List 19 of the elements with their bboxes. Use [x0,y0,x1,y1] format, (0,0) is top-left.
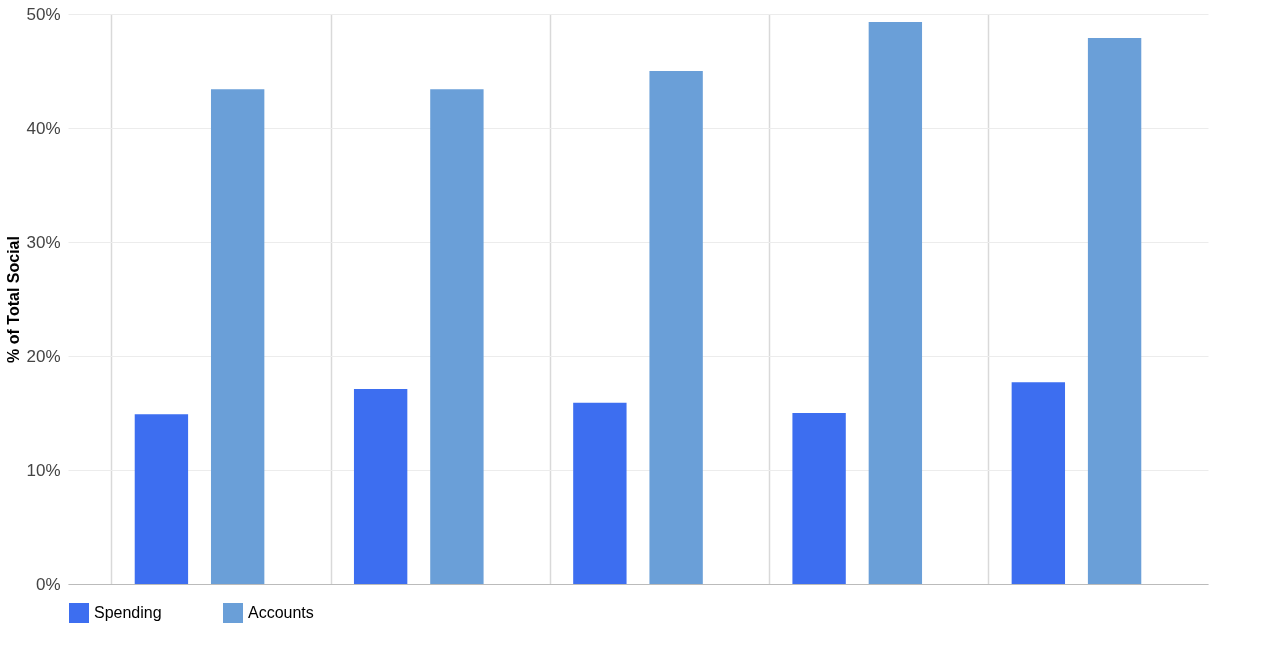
y-tick-label: 50% [26,4,61,24]
bar [353,389,408,584]
y-tick-label: 40% [26,118,61,138]
legend-label: Spending [94,604,162,621]
y-tick-label: 30% [26,232,61,252]
y-axis-title: % of Total Social [5,236,23,363]
bar [868,21,923,584]
bar [210,89,265,584]
bar [1087,37,1142,584]
bar [792,413,846,584]
bar [573,402,627,584]
y-tick-label: 0% [35,574,61,594]
bar [649,71,703,584]
bar [134,414,189,584]
y-tick-label: 20% [26,346,61,366]
legend-label: Accounts [248,604,314,621]
y-tick-label: 10% [26,460,61,480]
bar [430,89,484,584]
bar [1011,382,1066,584]
